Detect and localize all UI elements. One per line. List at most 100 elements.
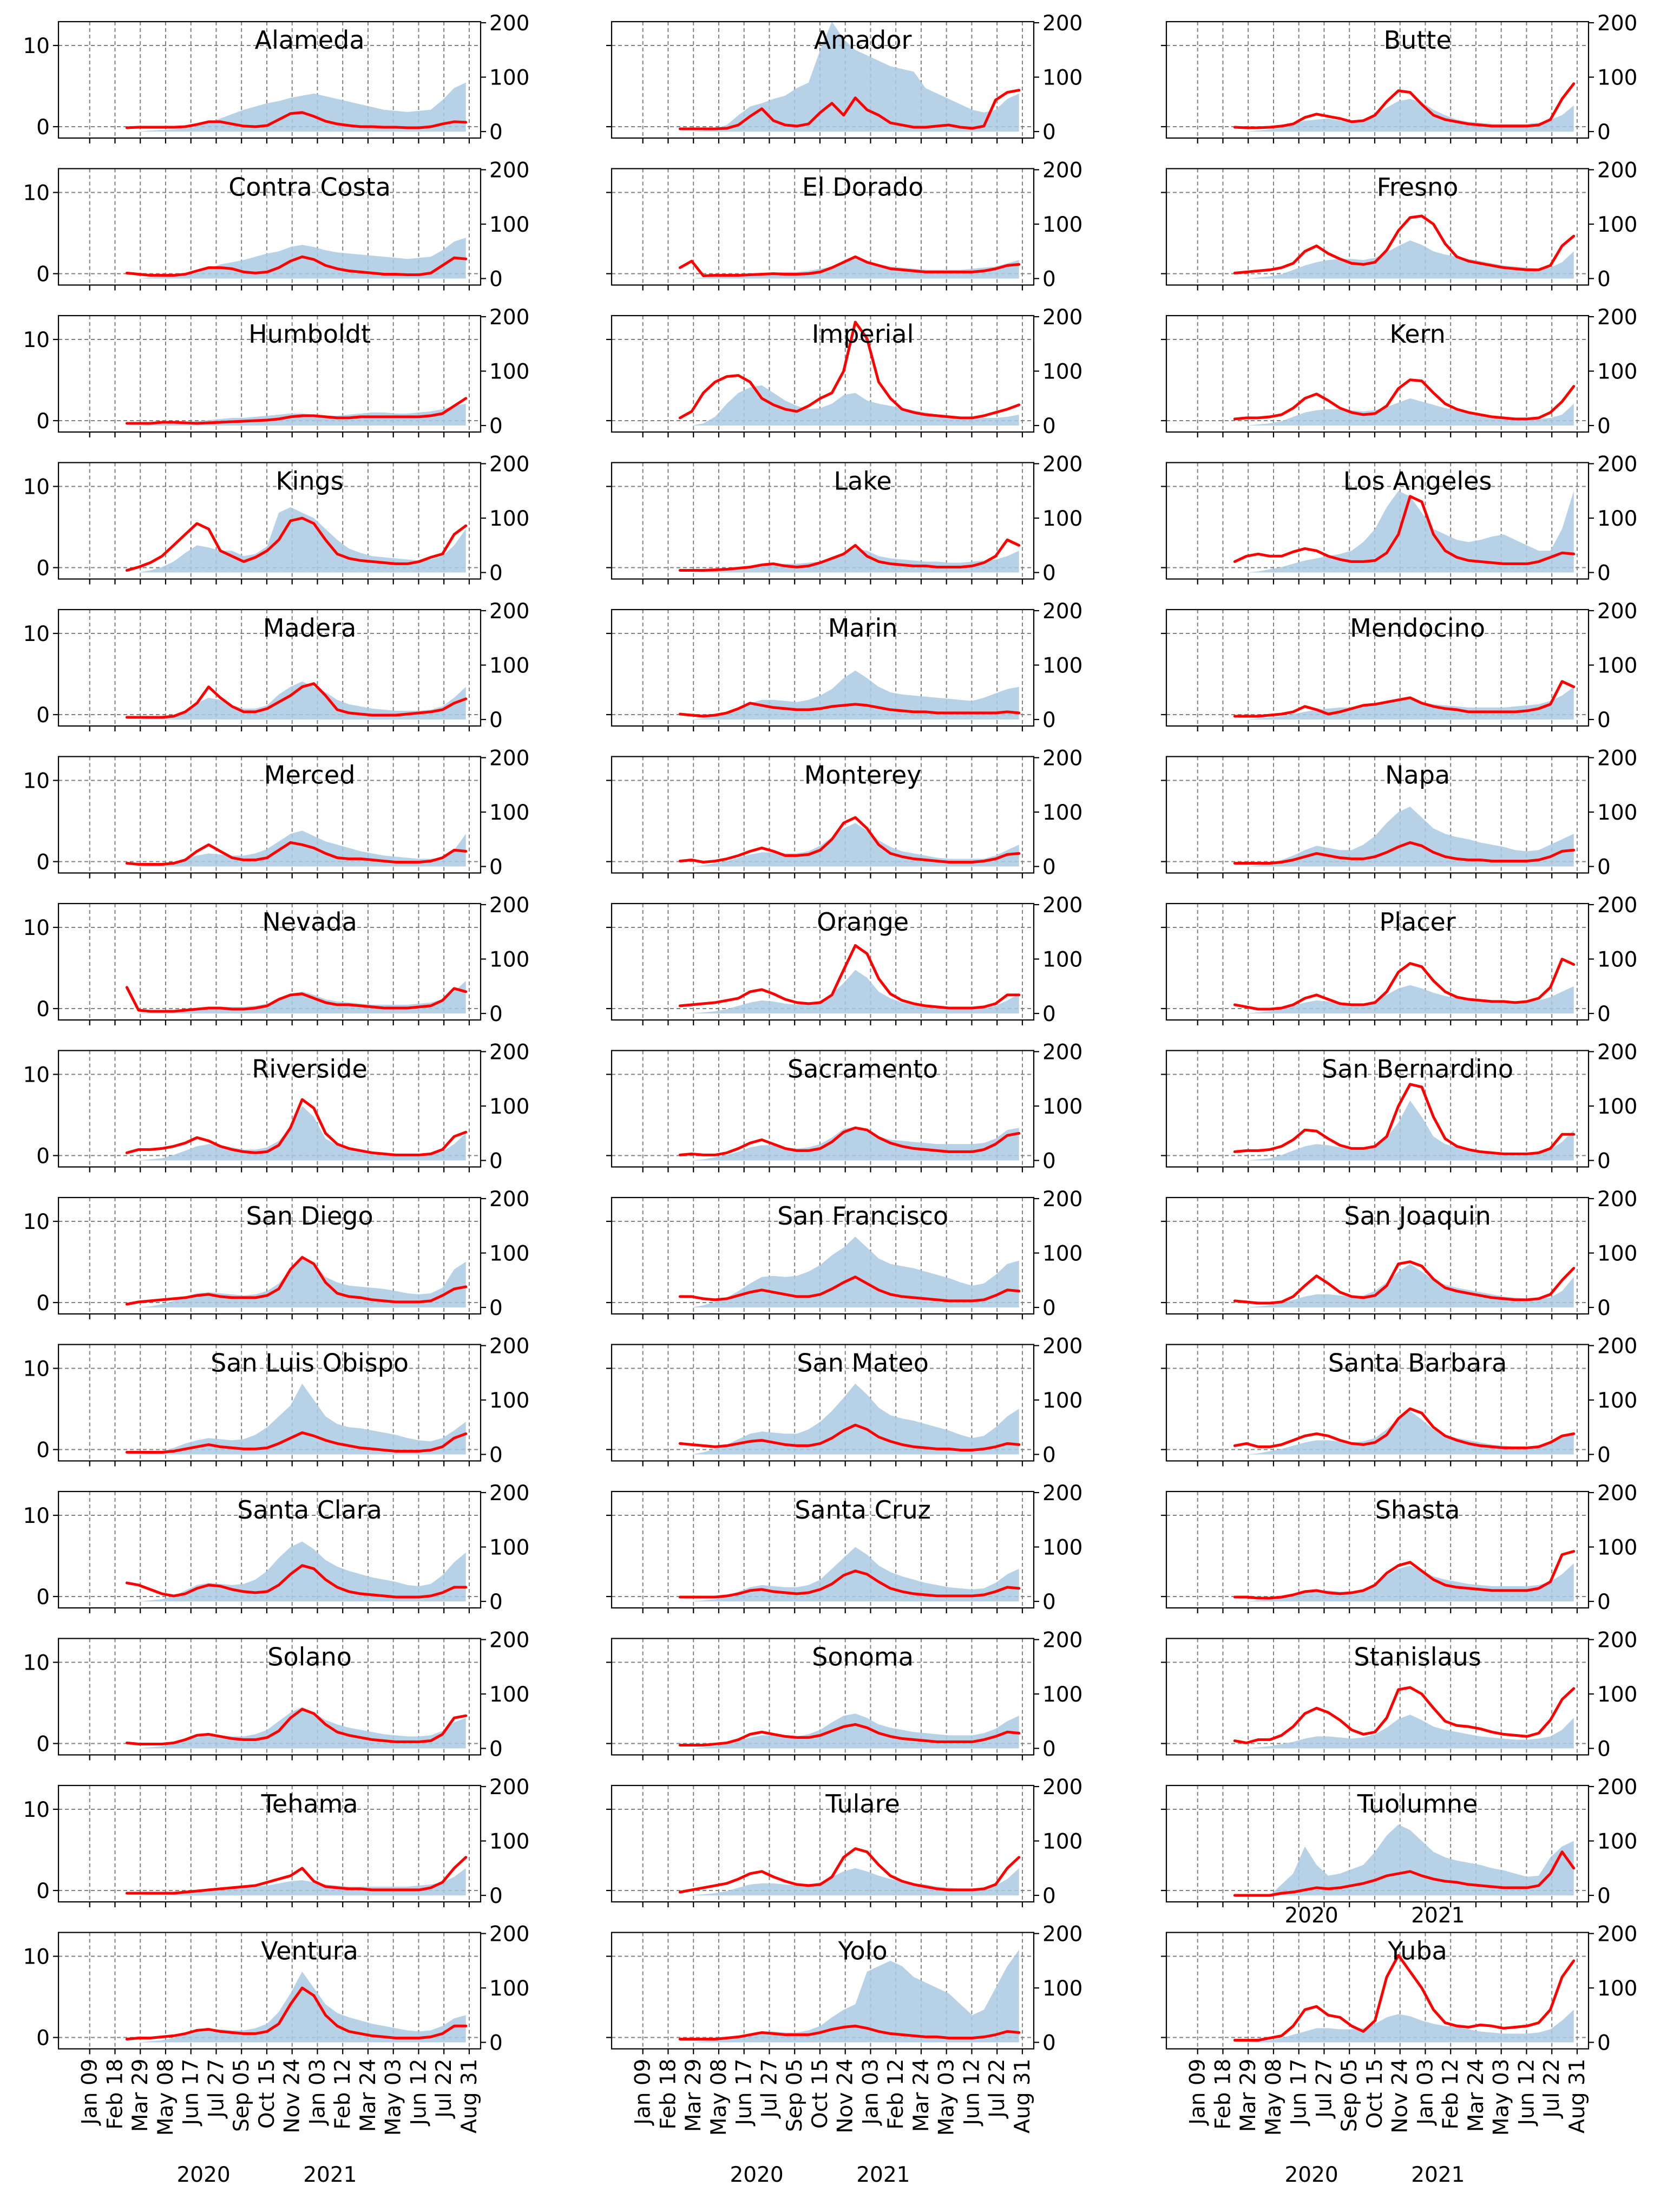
plot-frame	[1165, 315, 1590, 433]
right-tick-label: 200	[1597, 1628, 1637, 1653]
panel-fresno: 0 100 200 Fresno	[1161, 159, 1637, 292]
area-series	[680, 1127, 1019, 1161]
plot-frame	[57, 1932, 482, 2050]
right-tick-label: 200	[1042, 1628, 1082, 1653]
right-tick-label: 0	[1597, 1296, 1611, 1320]
area-series	[127, 681, 466, 719]
right-tick-label: 0	[1042, 1296, 1056, 1320]
right-tick-label: 0	[489, 267, 503, 292]
right-tick-label: 200	[489, 159, 529, 183]
right-tick-label: 200	[1042, 599, 1082, 624]
right-tick-label: 200	[489, 1628, 529, 1653]
plot-frame	[57, 1490, 482, 1609]
panel-placer: 0 100 200 Placer	[1161, 893, 1637, 1026]
line-series	[125, 111, 468, 129]
right-tick-label: 200	[1042, 305, 1082, 330]
right-tick-label: 200	[1597, 1775, 1637, 1800]
line-series	[1233, 1954, 1576, 2042]
area-series	[1235, 2010, 1574, 2043]
right-tick-label: 0	[1597, 855, 1611, 880]
x-tick-label: Mar 24	[356, 2059, 380, 2132]
right-tick-label: 100	[1597, 360, 1637, 384]
right-tick-label: 0	[489, 1002, 503, 1026]
line-series	[1233, 214, 1576, 274]
area-series	[680, 1713, 1019, 1749]
area-series	[680, 1383, 1019, 1455]
right-tick-label: 100	[1597, 1242, 1637, 1266]
right-tick-label: 200	[1597, 159, 1637, 183]
county-title: San Francisco	[777, 1201, 948, 1231]
right-tick-label: 0	[1597, 1590, 1611, 1614]
right-tick-label: 100	[1597, 66, 1637, 90]
x-tick-label: Jun 12	[1514, 2059, 1539, 2127]
left-tick-label: 0	[36, 1879, 50, 1903]
county-title: Shasta	[1375, 1495, 1460, 1525]
line-series	[678, 320, 1021, 420]
county-title: El Dorado	[802, 173, 923, 202]
county-title: San Mateo	[797, 1349, 929, 1378]
right-tick-label: 200	[489, 747, 529, 771]
right-tick-label: 100	[489, 213, 529, 237]
right-tick-label: 100	[1042, 507, 1082, 531]
x-tick-label: Jan 09	[78, 2059, 102, 2127]
line-series	[125, 1856, 468, 1895]
area-series	[680, 259, 1019, 279]
county-title: Riverside	[252, 1055, 367, 1084]
panel-el-dorado: 0 100 200 El Dorado	[606, 159, 1082, 292]
line-series	[1233, 1083, 1576, 1155]
x-tick-label: Sep 05	[1337, 2059, 1362, 2132]
plot-frame	[1165, 609, 1590, 727]
left-tick-label: 10	[23, 1357, 50, 1382]
area-series	[1235, 807, 1574, 867]
line-series	[125, 255, 468, 277]
county-title: Fresno	[1377, 173, 1459, 202]
line-series	[125, 1564, 468, 1599]
plot-frame	[611, 1344, 1035, 1462]
right-tick-label: 200	[1597, 1922, 1637, 1947]
right-tick-label: 0	[1597, 414, 1611, 439]
right-tick-label: 100	[1597, 1095, 1637, 1119]
left-tick-label: 10	[23, 1504, 50, 1528]
x-tick-label: Mar 29	[1236, 2059, 1261, 2132]
line-series	[125, 1708, 468, 1745]
plot-frame	[1165, 1344, 1590, 1462]
right-tick-label: 100	[489, 1830, 529, 1854]
left-tick-label: 0	[36, 2026, 50, 2051]
right-tick-label: 100	[1597, 1830, 1637, 1854]
year-label: 2021	[1411, 1903, 1465, 1928]
right-tick-label: 100	[489, 1536, 529, 1560]
left-tick-label: 0	[36, 997, 50, 1022]
line-series	[1233, 378, 1576, 421]
line-series	[678, 1275, 1021, 1303]
panel-san-francisco: 0 100 200 San Francisco	[606, 1187, 1082, 1320]
area-series	[127, 507, 466, 573]
panel-santa-barbara: 0 100 200 Santa Barbara	[1161, 1334, 1637, 1468]
right-tick-label: 200	[1042, 1481, 1082, 1506]
area-series	[1235, 1715, 1574, 1749]
area-series	[127, 403, 466, 426]
panel-tulare: 0 100 200 Tulare	[606, 1775, 1082, 1908]
panel-marin: 0 100 200 Marin	[606, 599, 1082, 732]
panel-san-bernardino: 0 100 200 San Bernardino	[1161, 1041, 1637, 1174]
x-tick-label: Jul 27	[1312, 2059, 1336, 2120]
right-tick-label: 0	[489, 1443, 503, 1468]
plot-frame	[611, 1196, 1035, 1315]
area-series	[1235, 1101, 1574, 1161]
x-tick-label: Mar 24	[1464, 2059, 1488, 2132]
area-series	[127, 980, 466, 1013]
x-tick-label: Oct 15	[808, 2059, 832, 2129]
right-tick-label: 0	[1597, 1149, 1611, 1174]
x-tick-label: Jul 22	[985, 2059, 1009, 2120]
county-title: Monterey	[804, 761, 922, 790]
plot-frame	[57, 168, 482, 286]
left-tick-label: 10	[23, 181, 50, 206]
line-series	[678, 816, 1021, 864]
left-tick-label: 0	[36, 1291, 50, 1316]
x-tick-label: Mar 24	[909, 2059, 934, 2132]
line-series	[678, 89, 1021, 130]
